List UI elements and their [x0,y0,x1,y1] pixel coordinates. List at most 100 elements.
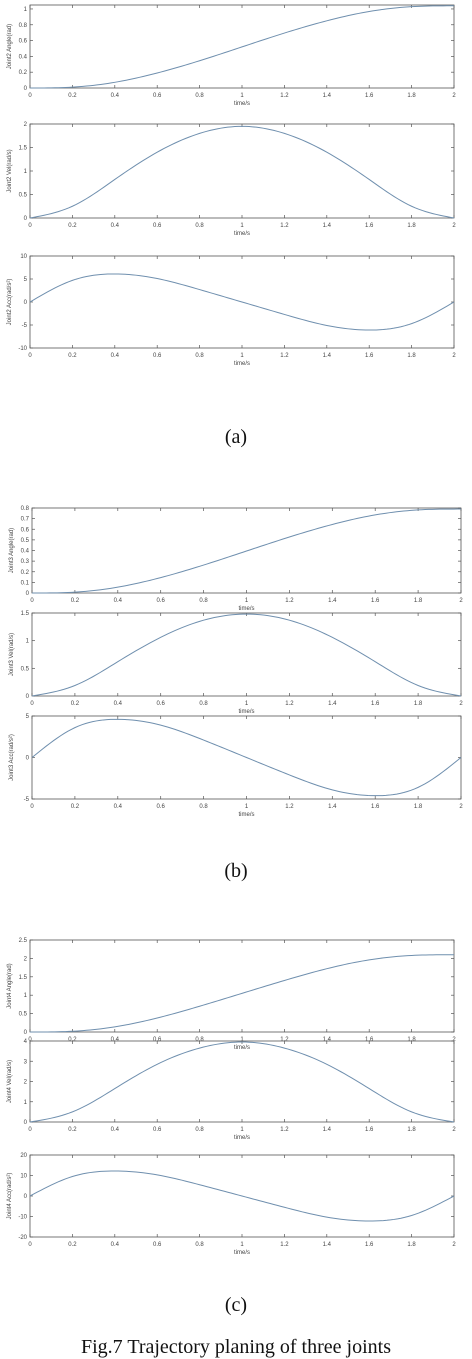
chart-c-1-xtick-label: 2 [452,1037,456,1043]
chart-b-1-xtick-label: 0.4 [114,598,123,604]
chart-a-2-ytick-label: 2 [24,122,28,128]
chart-a-3-series-line [29,273,455,331]
chart-c-1-xtick-label: 0 [28,1037,32,1043]
chart-b-1-ytick-label: 0.1 [21,580,30,586]
chart-a-3-ytick-label: 5 [24,277,28,283]
chart-a-1-xtick-label: 0 [28,93,32,99]
chart-a-2-xlabel: time/s [234,231,250,237]
chart-b-2-xtick-label: 1.8 [414,701,423,707]
chart-c-1-xtick-label: 0.2 [68,1037,77,1043]
chart-b-1-ytick-label: 0.8 [21,506,30,512]
chart-b-2-xtick-label: 1.4 [328,701,337,707]
chart-c-1-ytick-label: 1 [24,993,28,999]
chart-b-3-xtick-label: 1.6 [371,804,380,810]
chart-c-3-ytick-label: -20 [18,1235,27,1241]
chart-b-1-xtick-label: 0.2 [71,598,80,604]
chart-c-2-ylabel: Joint4 Vel(rad/s) [7,1060,13,1103]
chart-b-2-xtick-label: 1.2 [285,701,294,707]
chart-a-2-ytick-label: 0.5 [19,193,28,199]
chart-b-1-xtick-label: 1.6 [371,598,380,604]
chart-b-2-ytick-label: 1 [26,639,30,645]
chart-a-1-series-line [29,5,455,89]
chart-c-2-axes-box [29,1040,455,1123]
chart-c-1-ytick-label: 1.5 [19,975,28,981]
chart-b-2-xtick-label: 0.4 [114,701,123,707]
chart-a-1-xtick-label: 0.2 [68,93,77,99]
chart-b-2-xlabel: time/s [238,709,254,715]
chart-c-2-ytick-label: 1 [24,1100,28,1106]
chart-a-2-xtick-label: 1.2 [280,223,289,229]
chart-b-2-ytick-label: 0.5 [21,666,30,672]
chart-c-1-series-line [30,954,454,1033]
chart-b-3-xtick-label: 0.4 [114,804,123,810]
chart-b-1-xtick-label: 1.4 [328,598,337,604]
chart-c-2-xtick-label: 1 [240,1127,244,1133]
chart-b-1-ylabel: Joint3 Angle(rad) [9,528,15,573]
chart-b-3-ytick-label: 0 [26,756,30,762]
figure-caption: Fig.7 Trajectory planing of three joints [81,1336,391,1358]
chart-a-3-xtick-label: 1.2 [280,353,289,359]
chart-b-1-ytick-label: 0.4 [21,549,30,555]
chart-a-1-ytick-label: 0.8 [19,23,28,29]
chart-c-1-xtick-label: 1.4 [323,1037,332,1043]
chart-c-3-xtick-label: 1.6 [365,1242,374,1248]
chart-a-3-xtick-label: 1.6 [365,353,374,359]
chart-a-1-ytick-label: 0 [24,86,28,92]
chart-a-2-xtick-label: 2 [452,223,456,229]
chart-a-1-xtick-label: 1 [240,93,244,99]
chart-b-1-xlabel: time/s [238,606,254,612]
chart-c-3-xtick-label: 1.8 [407,1242,416,1248]
chart-c-3-xtick-label: 0.4 [111,1242,120,1248]
chart-a-2-ylabel: Joint2 Vel(rad/s) [7,149,13,192]
chart-b-1-xtick-label: 2 [459,598,463,604]
chart-c-3-xtick-label: 0.2 [68,1242,77,1248]
chart-c-2-xtick-label: 1.8 [407,1127,416,1133]
chart-c-1-ylabel: Joint4 Angle(rad) [7,963,13,1008]
chart-b-3-xtick-label: 1 [245,804,249,810]
chart-c-3-xtick-label: 1.4 [323,1242,332,1248]
chart-a-3-xlabel: time/s [234,361,250,367]
subcaption-c: (c) [224,1294,248,1316]
chart-a-1-xtick-label: 1.4 [323,93,332,99]
chart-c-2-ytick-label: 0 [24,1120,28,1126]
chart-b-3-xtick-label: 0.2 [71,804,80,810]
chart-a-2-ytick-label: 1.5 [19,146,28,152]
chart-b-2-xtick-label: 0.8 [199,701,208,707]
chart-c-1-xlabel: time/s [234,1045,250,1051]
chart-b-3-xtick-label: 1.2 [285,804,294,810]
chart-c-1-xtick-label: 1.6 [365,1037,374,1043]
chart-a-2-xtick-label: 1.6 [365,223,374,229]
chart-a-2-xtick-label: 0.6 [153,223,162,229]
chart-a-2-xtick-label: 1.8 [407,223,416,229]
chart-c-1-ytick-label: 0 [24,1030,28,1036]
chart-c-3-xtick-label: 1.2 [280,1242,289,1248]
chart-a-3-ytick-label: 0 [24,300,28,306]
chart-a-2-xtick-label: 0.8 [195,223,204,229]
chart-c-3-series-line [29,1170,455,1222]
chart-c-3-ytick-label: 20 [20,1153,27,1159]
chart-b-2-axes-box [31,612,462,697]
chart-c-1-ytick-label: 0.5 [19,1012,28,1018]
chart-c-2-ytick-label: 3 [24,1059,28,1065]
chart-b-2-xtick-label: 0.2 [71,701,80,707]
chart-a-1-ytick-label: 0.6 [19,39,28,45]
chart-c-2-xtick-label: 0.2 [68,1127,77,1133]
chart-b-1-xtick-label: 1 [245,598,249,604]
chart-a-3-xtick-label: 1.4 [323,353,332,359]
chart-b-1-ytick-label: 0.7 [21,517,30,523]
chart-c-3-xtick-label: 0 [28,1242,32,1248]
chart-c-2-xtick-label: 2 [452,1127,456,1133]
chart-b-1-axes-box [31,507,462,594]
chart-c-1-ytick-label: 2.5 [19,938,28,944]
chart-c-3-xlabel: time/s [234,1250,250,1256]
chart-a-2-xtick-label: 1 [240,223,244,229]
chart-c-1-xtick-label: 0.4 [111,1037,120,1043]
subcaption-b: (b) [224,860,248,882]
chart-b-1-ytick-label: 0.5 [21,538,30,544]
chart-a-2-ytick-label: 0 [24,216,28,222]
chart-b-2-xtick-label: 1 [245,701,249,707]
chart-a-1-ytick-label: 0.4 [19,54,28,60]
chart-a-1-xtick-label: 0.6 [153,93,162,99]
chart-a-3-ytick-label: -5 [22,323,28,329]
chart-c-2-xtick-label: 1.4 [323,1127,332,1133]
